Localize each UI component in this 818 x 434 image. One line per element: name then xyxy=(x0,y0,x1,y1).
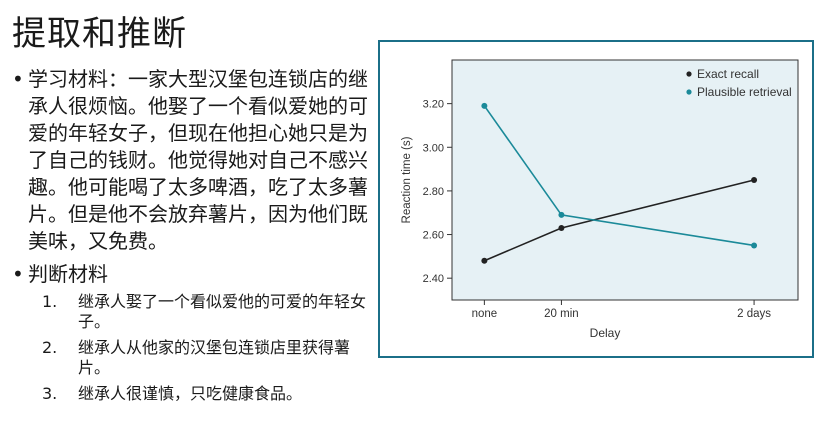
bullet-study-material: • 学习材料：一家大型汉堡包连锁店的继承人很烦恼。他娶了一个看似爱她的可爱的年轻… xyxy=(12,66,372,255)
x-tick-label: 20 min xyxy=(544,308,579,320)
legend-marker xyxy=(686,71,692,77)
judgment-number: 3. xyxy=(42,384,58,403)
data-point xyxy=(751,177,758,183)
legend-label: Exact recall xyxy=(697,67,759,81)
judgment-text: 继承人娶了一个看似爱他的可爱的年轻女子。 xyxy=(78,292,367,331)
data-point xyxy=(558,225,565,231)
legend-marker xyxy=(686,89,692,95)
x-tick-label: none xyxy=(472,308,498,320)
judgment-number: 2. xyxy=(42,338,58,357)
x-tick-label: 2 days xyxy=(737,308,771,320)
y-axis-label: Reaction time (s) xyxy=(401,136,413,223)
judgment-number: 1. xyxy=(42,292,58,311)
legend-label: Plausible retrieval xyxy=(697,85,792,99)
y-tick-label: 3.00 xyxy=(423,142,444,154)
judgment-item: 1. 继承人娶了一个看似爱他的可爱的年轻女子。 xyxy=(42,292,372,332)
y-tick-label: 3.20 xyxy=(423,99,444,111)
judgment-item: 3. 继承人很谨慎，只吃健康食品。 xyxy=(42,384,372,404)
study-material-text: 学习材料：一家大型汉堡包连锁店的继承人很烦恼。他娶了一个看似爱她的可爱的年轻女子… xyxy=(28,67,368,253)
bullet-list: • 学习材料：一家大型汉堡包连锁店的继承人很烦恼。他娶了一个看似爱她的可爱的年轻… xyxy=(12,66,372,410)
judgment-item: 2. 继承人从他家的汉堡包连锁店里获得薯片。 xyxy=(42,338,372,378)
x-axis-label: Delay xyxy=(590,326,621,340)
slide-title: 提取和推断 xyxy=(12,14,187,54)
plot-area xyxy=(451,59,799,301)
judgment-text: 继承人很谨慎，只吃健康食品。 xyxy=(78,384,303,403)
y-tick-label: 2.80 xyxy=(423,186,444,198)
data-point xyxy=(558,211,565,218)
chart-frame: 2.40 2.60 2.80 3.00 3.20 none 20 min 2 days Dela… xyxy=(378,40,814,358)
data-point xyxy=(751,242,758,249)
data-point xyxy=(481,102,488,109)
reaction-time-chart: 2.40 2.60 2.80 3.00 3.20 none 20 min 2 days Dela… xyxy=(401,59,799,340)
y-tick-label: 2.40 xyxy=(423,273,444,285)
judgment-material-heading: 判断材料 xyxy=(28,262,108,286)
y-tick-label: 2.60 xyxy=(423,230,444,242)
judgment-list: 1. 继承人娶了一个看似爱他的可爱的年轻女子。 2. 继承人从他家的汉堡包连锁店… xyxy=(42,292,372,404)
bullet-dot: • xyxy=(12,67,24,91)
data-point xyxy=(481,257,488,264)
bullet-dot: • xyxy=(12,262,24,286)
judgment-text: 继承人从他家的汉堡包连锁店里获得薯片。 xyxy=(78,338,351,377)
bullet-judgment-material: • 判断材料 xyxy=(12,261,372,288)
